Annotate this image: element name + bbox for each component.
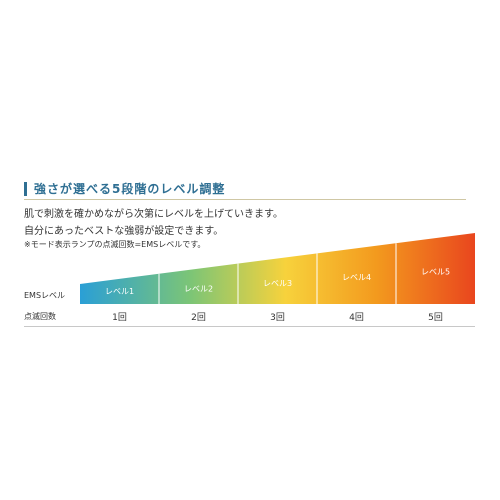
- description-line-1: 肌で刺激を確かめながら次第にレベルを上げていきます。: [24, 209, 283, 220]
- heading-title: 強さが選べる5段階のレベル調整: [34, 182, 226, 196]
- section-heading: 強さが選べる5段階のレベル調整: [24, 180, 466, 200]
- blink-count-row-label: 点滅回数: [24, 312, 56, 321]
- blink-count: 2回: [191, 313, 206, 323]
- blink-count: 5回: [428, 313, 443, 323]
- level-labels: レベル1 レベル2 レベル3 レベル4 レベル5: [105, 268, 450, 296]
- blink-count: 4回: [349, 313, 364, 323]
- level-wedge-chart: レベル1 レベル2 レベル3 レベル4 レベル5: [80, 233, 475, 305]
- blink-count: 1回: [112, 313, 127, 323]
- blink-count: 3回: [270, 313, 285, 323]
- level-wedge-shape: [80, 233, 475, 304]
- level-label: レベル5: [421, 268, 450, 277]
- level-label: レベル3: [263, 279, 292, 288]
- blink-note: ※モード表示ランプの点滅回数=EMSレベルです。: [24, 240, 206, 249]
- blink-counts: 1回 2回 3回 4回 5回: [80, 310, 475, 324]
- ems-level-row-label: EMSレベル: [24, 291, 66, 300]
- level-label: レベル4: [342, 273, 371, 282]
- level-dividers: [158, 243, 397, 304]
- level-label: レベル1: [105, 287, 134, 296]
- bottom-rule: [24, 326, 475, 327]
- level-label: レベル2: [184, 284, 213, 293]
- level-wedge-svg: レベル1 レベル2 レベル3 レベル4 レベル5: [80, 233, 475, 304]
- description-line-2: 自分にあったベストな強弱が設定できます。: [24, 226, 224, 237]
- heading-underline: [24, 199, 466, 200]
- heading-accent-bar: [24, 182, 27, 196]
